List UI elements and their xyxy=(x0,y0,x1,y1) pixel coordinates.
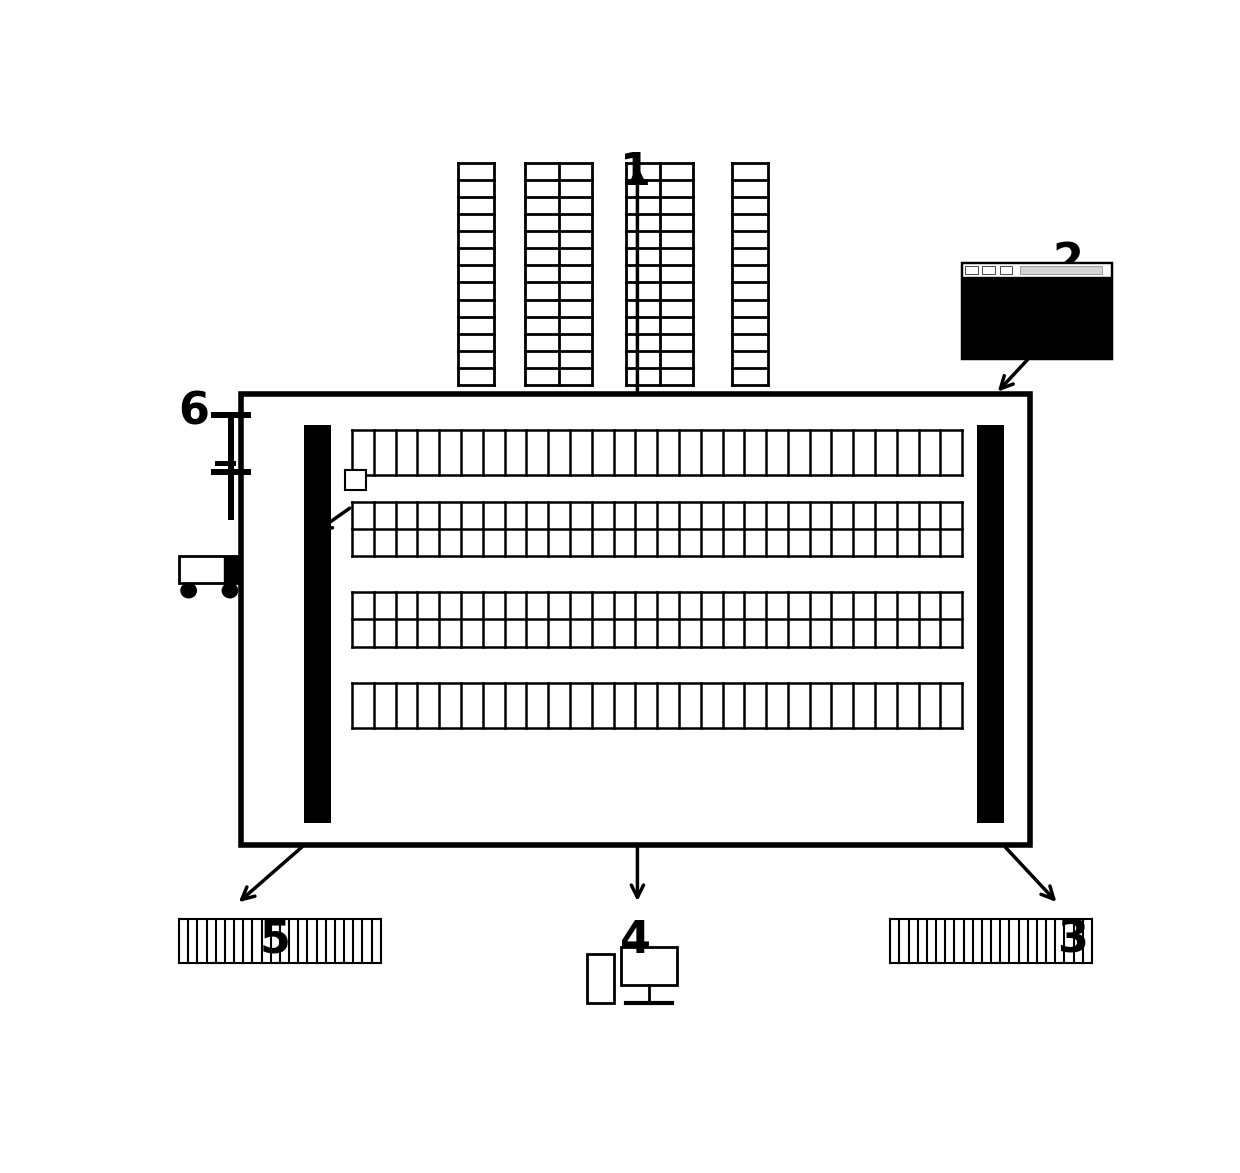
FancyArrowPatch shape xyxy=(242,847,301,900)
Bar xyxy=(304,426,331,822)
Bar xyxy=(352,592,962,646)
Text: 5: 5 xyxy=(259,918,290,962)
Text: 3: 3 xyxy=(1058,918,1089,962)
Bar xyxy=(999,266,1012,274)
Bar xyxy=(352,502,962,556)
FancyArrowPatch shape xyxy=(319,508,350,530)
Circle shape xyxy=(181,583,196,598)
Bar xyxy=(215,461,236,466)
Bar xyxy=(345,470,367,490)
Bar xyxy=(211,412,250,418)
Text: 1: 1 xyxy=(620,151,651,194)
Text: 6: 6 xyxy=(179,391,208,433)
Bar xyxy=(458,163,495,385)
Bar xyxy=(224,556,242,583)
Bar xyxy=(621,948,677,985)
Bar xyxy=(352,429,962,475)
Bar xyxy=(965,266,977,274)
Bar xyxy=(228,412,234,520)
Bar xyxy=(211,469,250,475)
Bar xyxy=(179,556,242,583)
Bar xyxy=(982,266,994,274)
Bar xyxy=(1019,266,1101,274)
Bar xyxy=(626,163,693,385)
Bar xyxy=(890,920,1092,963)
FancyArrowPatch shape xyxy=(631,170,644,391)
FancyArrowPatch shape xyxy=(1006,847,1054,899)
Bar xyxy=(352,683,962,727)
FancyArrowPatch shape xyxy=(1001,360,1028,388)
Bar xyxy=(588,954,614,1003)
Text: 4: 4 xyxy=(620,918,651,962)
Circle shape xyxy=(222,583,238,598)
Bar xyxy=(977,426,1003,822)
Bar xyxy=(962,263,1111,277)
Bar xyxy=(962,263,1111,358)
Bar xyxy=(525,163,593,385)
Bar xyxy=(242,394,1029,846)
Text: 2: 2 xyxy=(1053,242,1084,284)
Bar xyxy=(179,920,381,963)
FancyArrowPatch shape xyxy=(631,848,644,897)
Bar xyxy=(732,163,768,385)
